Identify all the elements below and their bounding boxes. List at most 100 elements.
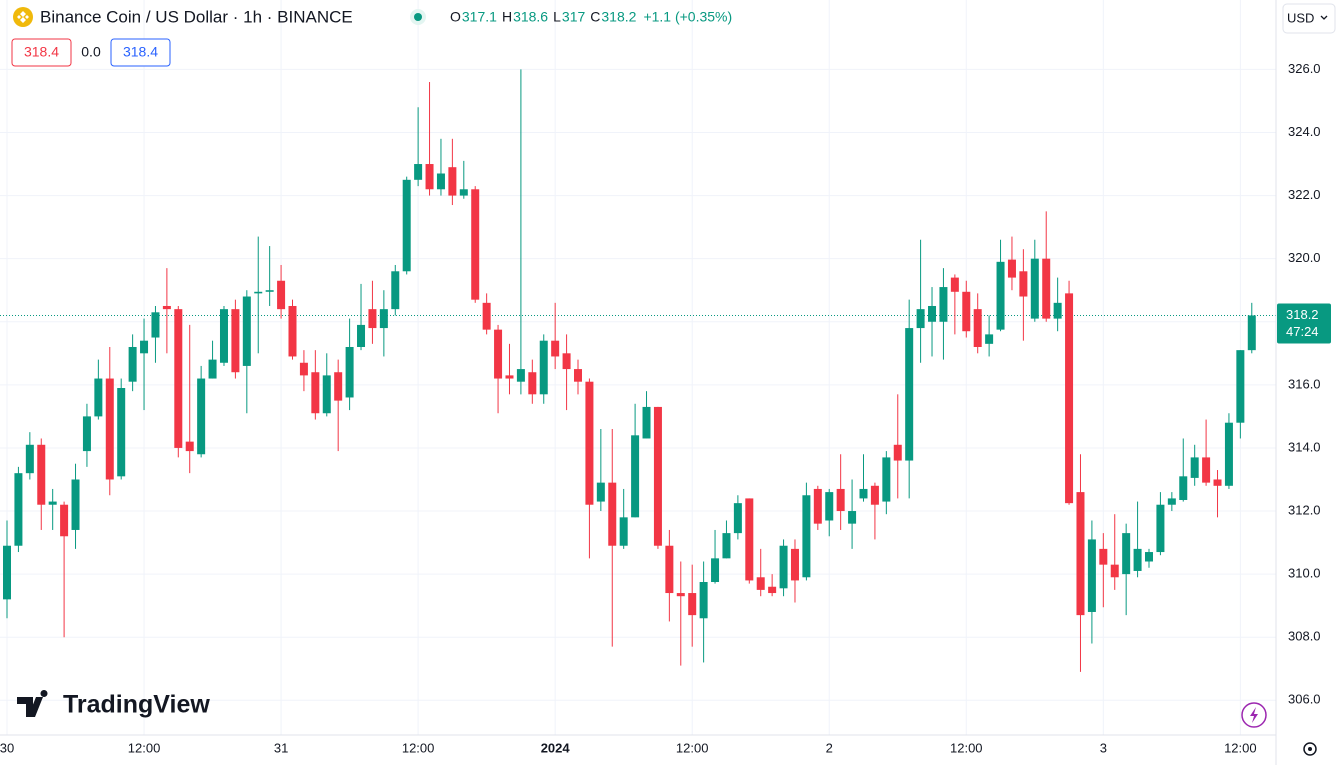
candle-body [368, 309, 377, 329]
candle-body [494, 329, 503, 379]
candle-body [916, 309, 925, 329]
candle-body [859, 488, 868, 499]
candle-body [631, 435, 640, 518]
candle-body [25, 444, 34, 474]
candle-body [379, 309, 388, 329]
y-tick-label: 326.0 [1288, 61, 1321, 76]
tv-logo [17, 690, 48, 717]
ohlc-key: L [553, 9, 561, 25]
candle-body [608, 482, 617, 546]
candle-body [962, 291, 971, 332]
candle-body [117, 388, 126, 477]
candle-body [551, 340, 560, 357]
x-tick-label: 12:00 [950, 740, 983, 755]
candle-body [619, 517, 628, 546]
candle-body [459, 189, 468, 196]
y-tick-label: 316.0 [1288, 376, 1321, 391]
candle-body [14, 473, 23, 546]
candle-body [1053, 302, 1062, 319]
dropdown-arrow [1320, 15, 1328, 20]
candle-body [436, 173, 445, 190]
candle-body [756, 577, 765, 590]
candle-body [1076, 492, 1085, 616]
y-tick-label: 310.0 [1288, 566, 1321, 581]
symbol-title: Binance Coin / US Dollar · 1h · BINANCE [40, 7, 353, 26]
y-tick-label: 312.0 [1288, 502, 1321, 517]
candle-body [1030, 258, 1039, 319]
candle-body [1156, 504, 1165, 553]
candle-body [1087, 539, 1096, 612]
candle-body [596, 482, 605, 502]
candle-body [676, 593, 685, 597]
candle-body [162, 305, 171, 310]
candle-body [1019, 271, 1028, 297]
candle-body [219, 309, 228, 363]
x-tick-label: 2024 [541, 740, 571, 755]
y-tick-label: 314.0 [1288, 439, 1321, 454]
candle-body [174, 309, 183, 448]
candle-body [322, 375, 331, 414]
ohlc-key: O [450, 9, 461, 25]
market-status-dot [414, 13, 422, 21]
candle-body [516, 369, 525, 382]
candle-body [1145, 552, 1153, 562]
candle-body [1065, 293, 1074, 504]
candle-body [562, 353, 571, 370]
candle-body [185, 441, 194, 452]
candle-body [893, 444, 902, 461]
x-tick-label: 3 [1100, 740, 1107, 755]
ohlc-value: 318.2 [601, 9, 636, 25]
candle-body [1236, 350, 1245, 423]
candle-body [242, 296, 251, 366]
candle-body [334, 372, 343, 401]
candle-body [985, 334, 994, 344]
candle-body [231, 309, 240, 373]
watermark: TradingView [63, 691, 210, 719]
candle-body [836, 488, 845, 512]
candle-body [48, 501, 57, 505]
countdown-label: 47:24 [1286, 324, 1319, 339]
candle-body [996, 261, 1005, 330]
candle-body [802, 495, 811, 578]
candle-body [3, 545, 11, 600]
y-tick-label: 308.0 [1288, 629, 1321, 644]
candle-body [82, 416, 91, 452]
candle-body [1042, 258, 1051, 319]
currency-button[interactable] [1282, 3, 1336, 34]
candle-body [939, 287, 948, 322]
candle-body [745, 498, 754, 581]
ohlc-change: +1.1 (+0.35%) [643, 9, 732, 25]
candle-body [699, 582, 708, 619]
ohlc-key: C [590, 9, 600, 25]
x-tick-label: 31 [274, 740, 288, 755]
candle-body [277, 280, 286, 310]
y-tick-label: 322.0 [1288, 187, 1321, 202]
candle-body [653, 406, 662, 546]
candle-body [1133, 548, 1142, 571]
indicator-box [110, 38, 171, 67]
candle-body [299, 362, 308, 376]
x-tick-label: 12:00 [128, 740, 161, 755]
candle-body [973, 309, 982, 347]
candle-body [813, 488, 822, 524]
last-price-tag [1277, 303, 1331, 344]
candle-body [37, 444, 46, 505]
ohlc-legend: O 317.1 H 318.6 L 317 C 318.2 +1.1 (+0.35%) [450, 9, 732, 25]
candle-body [825, 492, 834, 521]
y-tick-label: 324.0 [1288, 124, 1321, 139]
candle-body [539, 340, 548, 395]
candle-body [1224, 422, 1233, 486]
x-tick-label: 30 [0, 740, 14, 755]
indicator-value: 318.4 [24, 44, 59, 60]
y-tick-label: 320.0 [1288, 250, 1321, 265]
candle-body [1110, 564, 1119, 578]
candle-body [197, 378, 206, 455]
candle-body [345, 346, 354, 398]
candle-body [688, 593, 697, 616]
candle-body [711, 558, 720, 583]
candle-body [585, 381, 594, 505]
currency-label: USD [1287, 10, 1314, 25]
settings-button[interactable] [1303, 742, 1317, 756]
indicator-value: 0.0 [81, 44, 101, 60]
